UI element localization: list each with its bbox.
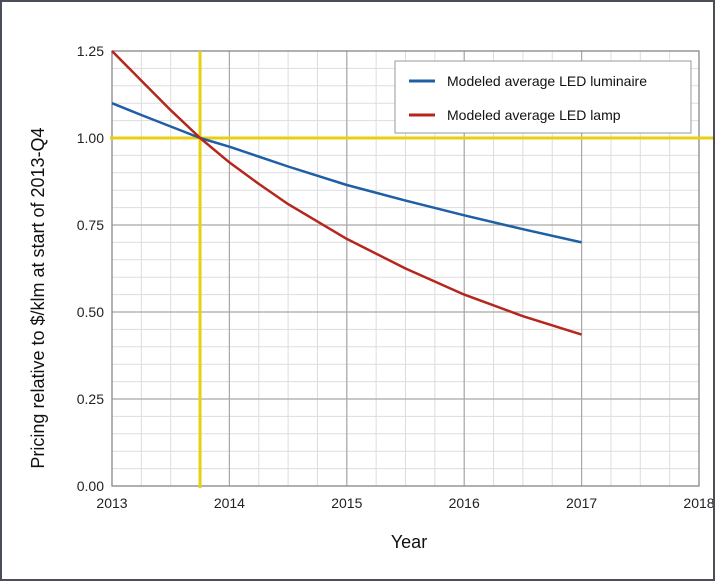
x-tick-label: 2013 bbox=[96, 495, 127, 511]
x-tick-labels: 2013 2014 2015 2016 2017 2018 bbox=[96, 495, 713, 511]
legend-box bbox=[394, 60, 692, 134]
plot-area-border bbox=[111, 50, 700, 487]
y-tick-label: 0.00 bbox=[77, 478, 104, 494]
x-axis-title: Year bbox=[391, 532, 427, 552]
legend-label-1: Modeled average LED luminaire bbox=[447, 73, 647, 89]
y-tick-label: 0.50 bbox=[77, 304, 104, 320]
x-tick-label: 2018 bbox=[683, 495, 713, 511]
reference-lines bbox=[110, 51, 713, 488]
plot-border bbox=[111, 50, 700, 487]
x-tick-label: 2017 bbox=[566, 495, 597, 511]
x-tick-label: 2014 bbox=[214, 495, 245, 511]
y-tick-labels: 0.00 0.25 0.50 0.75 1.00 1.25 bbox=[77, 43, 104, 494]
y-axis-title: Pricing relative to $/klm at start of 20… bbox=[28, 127, 48, 468]
series-lines bbox=[111, 50, 582, 336]
series-line-2 bbox=[111, 50, 582, 336]
y-tick-label: 1.25 bbox=[77, 43, 104, 59]
y-tick-label: 1.00 bbox=[77, 130, 104, 146]
y-tick-label: 0.75 bbox=[77, 217, 104, 233]
x-tick-label: 2015 bbox=[331, 495, 362, 511]
x-tick-label: 2016 bbox=[449, 495, 480, 511]
series-line-1 bbox=[111, 102, 582, 244]
y-tick-label: 0.25 bbox=[77, 391, 104, 407]
legend-label-2: Modeled average LED lamp bbox=[447, 107, 621, 123]
legend: Modeled average LED luminaire Modeled ave… bbox=[394, 60, 692, 134]
